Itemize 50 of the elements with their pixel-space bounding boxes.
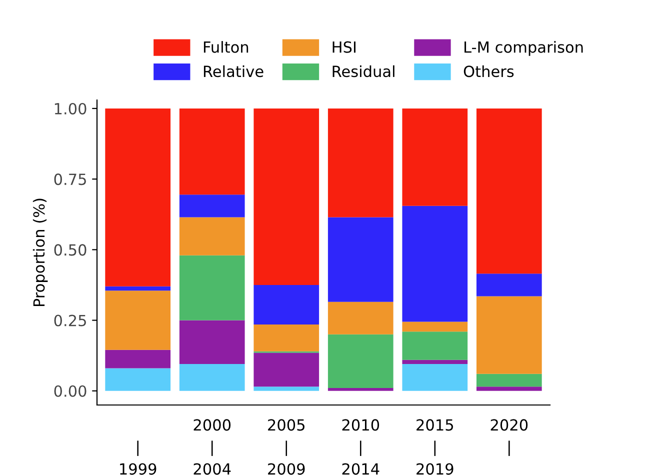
bar: [476, 108, 542, 274]
bar: [476, 296, 542, 374]
legend-label: Others: [464, 65, 514, 78]
y-tick-label: 0.00: [54, 385, 86, 397]
legend-label: Residual: [332, 65, 394, 78]
bar: [254, 386, 320, 391]
bar: [402, 364, 468, 391]
bar: [254, 284, 320, 325]
y-tick-label: 0.25: [54, 314, 86, 326]
bar: [179, 217, 245, 256]
y-tick-label: 1.00: [54, 102, 86, 114]
bar: [179, 194, 245, 218]
bar: [105, 368, 171, 391]
y-axis-title: Proportion (%): [32, 198, 48, 306]
bar: [402, 206, 468, 322]
bar: [179, 108, 245, 195]
x-tick-label: 2005 | 2009: [268, 419, 305, 475]
x-tick-label: 2000 | 2004: [194, 419, 231, 475]
legend-label: L-M comparison: [464, 41, 583, 56]
legend-label: Fulton: [204, 41, 248, 53]
bar: [328, 388, 394, 391]
x-tick-label: 2010 | 2014: [342, 419, 380, 475]
y-tick-label: 0.50: [54, 244, 86, 256]
bar: [402, 322, 468, 332]
bar: [254, 352, 320, 387]
bar: [402, 108, 468, 206]
legend-label: HSI: [332, 41, 356, 53]
bar: [105, 108, 171, 286]
x-tick-label: 2020 |: [490, 419, 528, 456]
bar: [105, 290, 171, 350]
bar: [328, 302, 394, 334]
bar: [254, 324, 320, 352]
bar: [328, 108, 394, 218]
bar: [328, 217, 394, 302]
x-tick-label: | 1999: [120, 440, 156, 475]
bar: [179, 320, 245, 364]
bar: [476, 274, 542, 296]
bar: [105, 350, 171, 368]
bar: [179, 364, 245, 391]
bar: [476, 386, 542, 391]
bar: [402, 332, 468, 360]
legend-label: Relative: [204, 65, 264, 78]
bar: [328, 334, 394, 388]
y-tick-label: 0.75: [54, 174, 86, 186]
x-tick-label: 2015 | 2019: [416, 419, 454, 475]
bar: [476, 374, 542, 387]
bar: [105, 286, 171, 291]
bar: [179, 255, 245, 320]
bar: [254, 108, 320, 285]
bar: [402, 360, 468, 364]
